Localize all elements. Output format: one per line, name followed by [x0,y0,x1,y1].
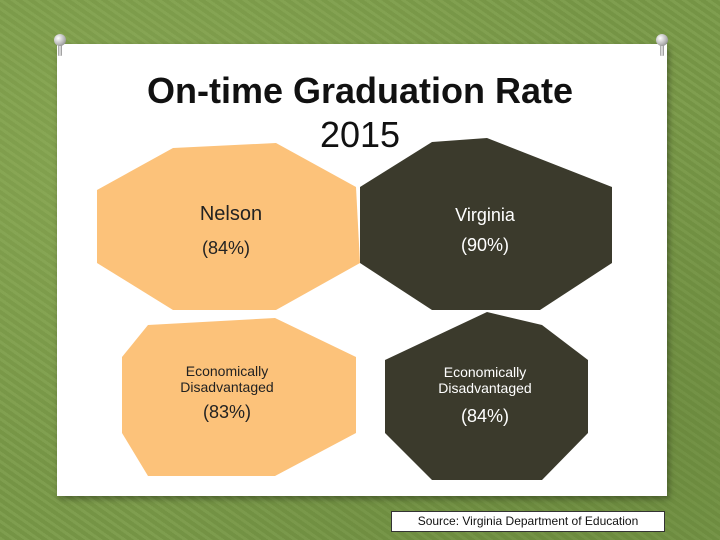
nelson-label: Nelson [199,203,263,225]
virginia-label: Virginia [455,205,515,225]
virginia-value: (90%) [460,235,509,255]
source-caption: Source: Virginia Department of Education [391,511,665,532]
hexagon-virginia [360,138,612,310]
pushpin-icon [52,34,68,56]
slide-subtitle: 2015 [319,114,401,155]
virginia-disadvantaged-value: (84%) [460,406,509,426]
hexagon-nelson-disadvantaged [122,318,356,476]
hexagon-nelson [97,143,360,310]
virginia-disadvantaged-label: Economically Disadvantaged [438,364,532,396]
pushpin-icon [654,34,670,56]
nelson-disadvantaged-value: (83%) [202,402,251,422]
nelson-value: (84%) [201,238,250,258]
hexagon-virginia-disadvantaged [385,312,588,480]
nelson-disadvantaged-label: Economically Disadvantaged [180,363,274,395]
slide-title: On-time Graduation Rate [146,70,574,111]
